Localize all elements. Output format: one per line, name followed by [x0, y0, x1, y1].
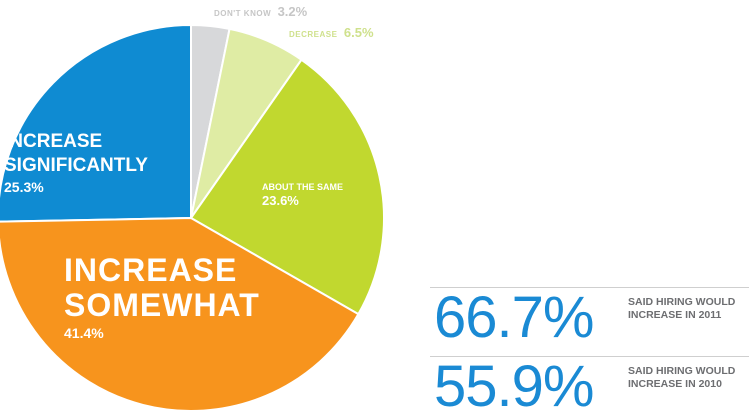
slice-title-decrease: DECREASE: [289, 30, 338, 39]
slice-label-increase-somewhat: INCREASE SOMEWHAT 41.4%: [64, 252, 264, 342]
slice-value-dont-know: 3.2%: [277, 4, 308, 19]
slice-title-about-the-same: ABOUT THE SAME: [262, 182, 343, 192]
slice-value-decrease: 6.5%: [343, 25, 374, 40]
slice-title-dont-know: DON'T KNOW: [214, 9, 272, 18]
slice-value-increase-significantly: 25.3%: [4, 179, 44, 195]
stat-block-2010: 55.9% SAID HIRING WOULD INCREASE IN 2010: [430, 354, 749, 419]
pie-chart: [0, 24, 385, 412]
pie-slice-about-the-same: [190, 58, 385, 316]
pie-slice-increase-somewhat: [0, 217, 360, 412]
stat-value-2011: 66.7%: [434, 285, 594, 350]
pie-slice-increase-significantly: [0, 24, 192, 223]
slice-value-increase-somewhat: 41.4%: [64, 325, 104, 341]
stat-value-2010: 55.9%: [434, 354, 594, 419]
slice-label-dont-know: DON'T KNOW 3.2%: [214, 3, 307, 21]
slice-label-about-the-same: ABOUT THE SAME 23.6%: [262, 182, 343, 209]
stat-caption-2011: SAID HIRING WOULD INCREASE IN 2011: [628, 296, 736, 321]
stat-caption-2010: SAID HIRING WOULD INCREASE IN 2010: [628, 365, 736, 390]
slice-title-increase-significantly: INCREASE SIGNIFICANTLY: [4, 131, 148, 176]
slice-value-about-the-same: 23.6%: [262, 193, 299, 208]
slice-title-increase-somewhat: INCREASE SOMEWHAT: [64, 252, 260, 323]
slice-label-decrease: DECREASE 6.5%: [289, 24, 374, 42]
stat-block-2011: 66.7% SAID HIRING WOULD INCREASE IN 2011: [430, 285, 749, 350]
slice-label-increase-significantly: INCREASE SIGNIFICANTLY 25.3%: [4, 130, 194, 196]
